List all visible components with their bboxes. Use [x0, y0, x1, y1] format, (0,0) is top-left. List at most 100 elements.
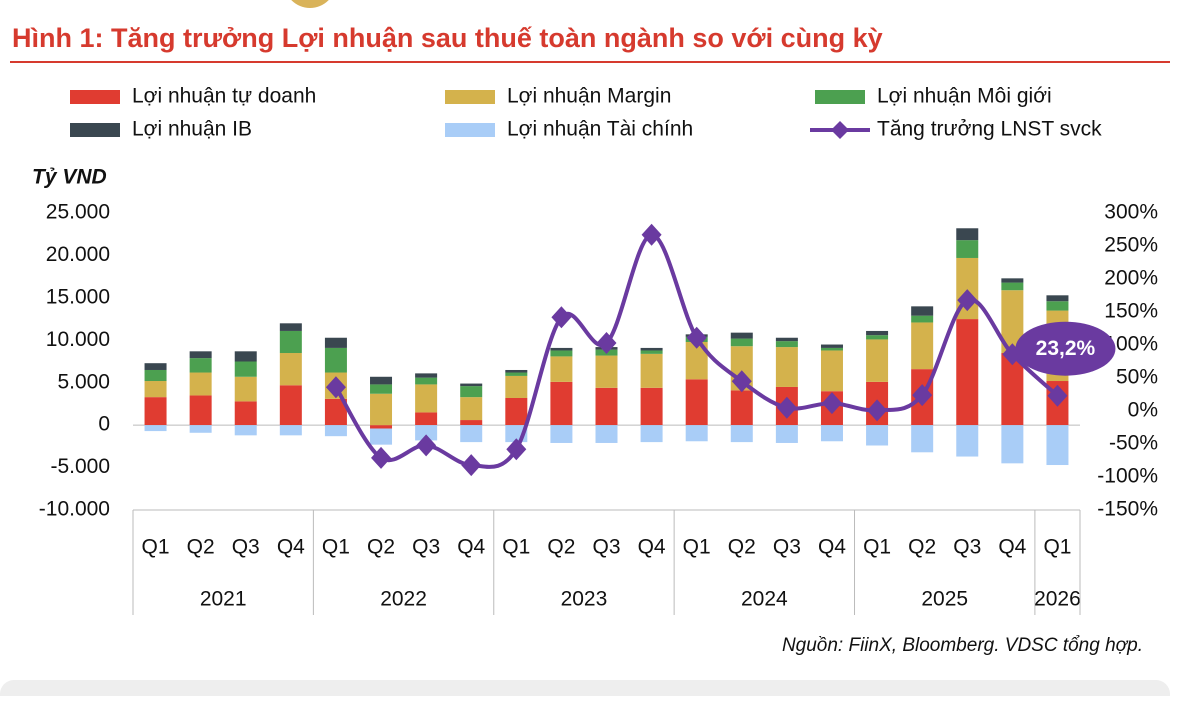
bar	[685, 425, 708, 442]
bar	[370, 393, 393, 426]
data-label: 23,2%	[1036, 337, 1096, 360]
bar	[144, 363, 167, 370]
y2-tick-label: -50%	[1109, 432, 1158, 455]
bar	[370, 425, 393, 429]
y-tick-label: -10.000	[39, 498, 110, 521]
legend-label: Lợi nhuận tự doanh	[132, 85, 316, 108]
y2-tick-label: 0%	[1128, 399, 1158, 422]
x-tick-label: Q4	[457, 536, 485, 559]
y2-tick-label: 200%	[1104, 267, 1158, 290]
bar	[595, 355, 618, 388]
bar	[685, 341, 708, 380]
bar	[866, 339, 889, 382]
line-marker	[821, 392, 842, 415]
bar	[1001, 290, 1024, 354]
bar	[505, 369, 528, 373]
y2-tick-label: -150%	[1097, 498, 1158, 521]
bar	[505, 375, 528, 398]
bar	[324, 425, 347, 437]
bar	[144, 381, 167, 398]
x-tick-label: Q4	[277, 536, 305, 559]
bar	[956, 240, 979, 258]
y-tick-label: 10.000	[46, 328, 110, 351]
bar	[550, 425, 573, 443]
bar	[911, 425, 934, 453]
y2-tick-label: 50%	[1116, 366, 1158, 389]
bar	[640, 425, 663, 443]
bar	[189, 395, 212, 426]
bar	[144, 369, 167, 382]
bar	[415, 412, 438, 426]
x-tick-label: Q1	[322, 536, 350, 559]
bar	[595, 387, 618, 426]
y-tick-label: 0	[98, 413, 110, 436]
y-tick-label: -5.000	[50, 455, 110, 478]
line-marker	[641, 223, 662, 246]
x-tick-label: Q2	[187, 536, 215, 559]
bar	[775, 341, 798, 348]
bar	[279, 353, 302, 386]
x-tick-label: Q3	[412, 536, 440, 559]
bar	[234, 376, 257, 402]
line-marker	[416, 434, 437, 457]
bar	[144, 397, 167, 426]
line-marker	[776, 396, 797, 419]
bar	[189, 425, 212, 433]
y2-tick-label: 300%	[1104, 201, 1158, 224]
line-marker	[686, 326, 707, 349]
bar	[1001, 278, 1024, 283]
x-tick-label: Q3	[953, 536, 981, 559]
legend-label: Lợi nhuận Môi giới	[877, 85, 1052, 108]
bar	[730, 338, 753, 347]
bar	[460, 386, 483, 398]
bar	[460, 420, 483, 426]
line-marker	[867, 399, 888, 422]
line-marker	[596, 332, 617, 355]
x-tick-label: Q2	[547, 536, 575, 559]
y-tick-label: 25.000	[46, 201, 110, 224]
bar	[460, 425, 483, 443]
bar	[1001, 353, 1024, 426]
y2-tick-label: 150%	[1104, 300, 1158, 323]
line-marker	[957, 289, 978, 312]
bar	[505, 372, 528, 376]
bar	[234, 425, 257, 436]
bar	[820, 344, 843, 348]
bar	[550, 356, 573, 382]
bar	[324, 398, 347, 426]
line-marker	[731, 370, 752, 393]
bar	[279, 323, 302, 331]
bar	[820, 347, 843, 351]
x-tick-label: Q1	[142, 536, 170, 559]
bar	[415, 373, 438, 378]
bar	[189, 351, 212, 359]
bar	[866, 425, 889, 446]
bar	[279, 330, 302, 354]
x-tick-label: Q3	[232, 536, 260, 559]
bar	[415, 377, 438, 385]
legend-swatch	[445, 90, 495, 104]
bar	[956, 425, 979, 457]
bar	[866, 330, 889, 336]
x-group-label: 2021	[200, 588, 247, 611]
x-group-label: 2023	[561, 588, 608, 611]
chart-title: Hình 1: Tăng trưởng Lợi nhuận sau thuế t…	[12, 23, 883, 53]
x-tick-label: Q3	[773, 536, 801, 559]
bar	[775, 347, 798, 387]
source: Nguồn: FiinX, Bloomberg. VDSC tổng hợp.	[782, 635, 1143, 656]
bar	[415, 384, 438, 413]
line-marker	[1047, 384, 1068, 407]
legend-label: Tăng trưởng LNST svck	[877, 118, 1102, 141]
x-tick-label: Q4	[638, 536, 666, 559]
bar	[324, 337, 347, 348]
bar	[775, 337, 798, 342]
bar	[1001, 282, 1024, 291]
bar	[640, 350, 663, 354]
bar	[820, 350, 843, 392]
x-group-label: 2026	[1034, 588, 1081, 611]
line-marker	[371, 446, 392, 469]
y-tick-label: 15.000	[46, 285, 110, 308]
bar	[866, 335, 889, 340]
bar	[595, 425, 618, 443]
bar	[956, 319, 979, 426]
